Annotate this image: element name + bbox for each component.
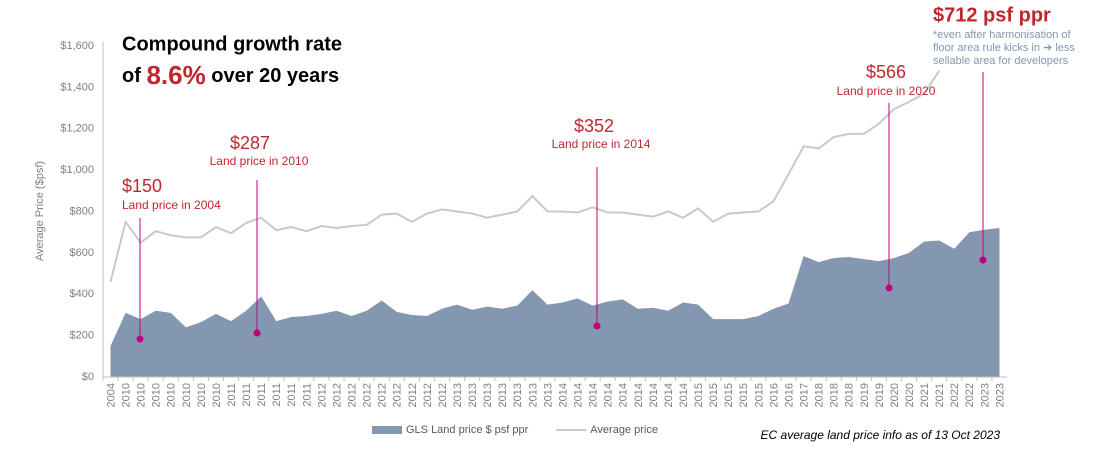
x-tick-label: 2013 [527,383,539,407]
footnote: EC average land price info as of 13 Oct … [761,428,1001,442]
x-tick-label: 2012 [362,383,374,407]
x-tick-label: 2015 [708,383,720,407]
x-tick-label: 2013 [542,383,554,407]
x-tick-label: 2021 [919,383,931,407]
x-tick-label: 2019 [859,383,871,407]
annotation-note: floor area rule kicks in ➔ less [933,42,1075,54]
x-tick-label: 2013 [512,383,524,407]
x-tick-label: 2015 [693,383,705,407]
legend-label: Average price [590,424,658,436]
x-tick-label: 2010 [121,383,133,407]
pin-dot [979,256,987,264]
x-tick-label: 2023 [994,383,1006,407]
x-tick-label: 2015 [753,383,765,407]
x-tick-label: 2023 [979,383,991,407]
x-tick-label: 2017 [799,383,811,407]
x-tick-label: 2012 [347,383,359,407]
y-tick-label: $1,000 [60,164,94,176]
x-tick-label: 2014 [633,383,645,407]
x-tick-label: 2014 [618,383,630,407]
x-tick-label: 2016 [768,383,780,407]
x-tick-label: 2010 [166,383,178,407]
x-tick-label: 2014 [648,383,660,407]
y-tick-label: $600 [70,247,94,259]
annotation-note: *even after harmonisation of [933,29,1072,41]
x-tick-label: 2014 [573,383,585,407]
x-tick-label: 2012 [377,383,389,407]
x-tick-label: 2010 [151,383,163,407]
x-tick-label: 2014 [588,383,600,407]
annotation-value: $712 psf ppr [933,4,1051,26]
pin-dot [885,284,893,292]
y-tick-label: $800 [70,205,94,217]
x-tick-label: 2021 [934,383,946,407]
title-text: of [122,65,141,87]
x-tick-label: 2010 [136,383,148,407]
x-tick-label: 2012 [316,383,328,407]
x-tick-label: 2020 [889,383,901,407]
y-tick-label: $1,600 [60,40,94,52]
x-tick-label: 2012 [331,383,343,407]
x-tick-label: 2014 [557,383,569,407]
x-tick-label: 2018 [844,383,856,407]
x-tick-label: 2011 [241,383,253,407]
x-tick-label: 2011 [286,383,298,407]
title-text: over 20 years [211,65,339,87]
x-tick-label: 2012 [392,383,404,407]
x-tick-label: 2011 [226,383,238,407]
x-tick-label: 2018 [829,383,841,407]
x-tick-label: 2012 [407,383,419,407]
y-axis-label: Average Price ($psf) [34,161,46,261]
x-tick-label: 2010 [181,383,193,407]
title-highlight: 8.6% [146,60,205,90]
x-tick-label: 2010 [196,383,208,407]
x-tick-label: 2018 [814,383,826,407]
x-tick-label: 2013 [452,383,464,407]
x-tick-label: 2013 [482,383,494,407]
x-tick-label: 2022 [964,383,976,407]
y-tick-label: $1,400 [60,81,94,93]
x-tick-label: 2012 [437,383,449,407]
pin-dot [593,322,601,330]
x-tick-label: 2011 [271,383,283,407]
x-tick-label: 2015 [738,383,750,407]
annotation-value: $287 [230,133,270,153]
x-tick-label: 2022 [949,383,961,407]
y-tick-label: $200 [70,330,94,342]
x-tick-label: 2012 [422,383,434,407]
x-tick-label: 2013 [467,383,479,407]
pin-dot [253,329,261,337]
x-tick-label: 2004 [105,383,117,407]
x-tick-label: 2015 [723,383,735,407]
x-tick-label: 2011 [301,383,313,407]
y-tick-label: $1,200 [60,123,94,135]
annotation-text: Land price in 2004 [122,198,221,212]
annotation-value: $566 [866,62,906,82]
legend-swatch [372,426,402,434]
annotation-note: sellable area for developers [933,55,1069,67]
x-tick-label: 2010 [211,383,223,407]
legend-label: GLS Land price $ psf ppr [406,424,529,436]
x-tick-label: 2019 [874,383,886,407]
annotation-value: $150 [122,176,162,196]
x-tick-label: 2013 [497,383,509,407]
title-line: Compound growth rate [122,33,342,55]
line [109,70,941,283]
x-tick-label: 2020 [904,383,916,407]
x-tick-label: 2014 [603,383,615,407]
annotation-text: Land price in 2014 [552,137,651,151]
annotation-text: Land price in 2010 [210,154,309,168]
x-tick-label: 2011 [256,383,268,407]
annotation-text: Land price in 2020 [837,84,936,98]
x-tick-label: 2016 [783,383,795,407]
x-tick-label: 2014 [663,383,675,407]
annotation-value: $352 [574,116,614,136]
x-tick-label: 2014 [678,383,690,407]
title-line: of 8.6% over 20 years [122,60,339,90]
y-tick-label: $0 [82,371,94,383]
pin-dot [136,335,144,343]
area [110,228,1000,377]
y-tick-label: $400 [70,288,94,300]
